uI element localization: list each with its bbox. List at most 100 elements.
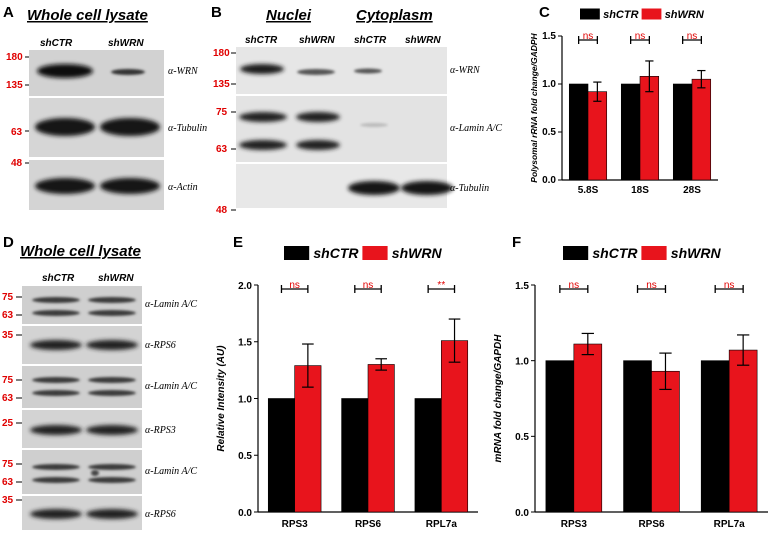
panel-label-c: C <box>539 4 550 21</box>
band-b-wrn-3 <box>354 68 382 74</box>
blot-b-lane-1: shCTR <box>245 35 278 46</box>
band-b-lamin-1b <box>239 140 287 150</box>
chart-f: shCTR shWRN 0.0 0.5 1.0 1.5 mRNA fold change/G… <box>493 245 768 530</box>
band-a-tubulin-1 <box>35 118 95 136</box>
band-b-tubulin-4 <box>401 181 453 195</box>
x-tick-label: RPS3 <box>282 519 309 530</box>
y-axis-label: Relative Intensity (AU) <box>216 345 227 452</box>
blot-a-ab-actin: α-Actin <box>168 182 198 193</box>
blot-a-ab-tubulin: α-Tubulin <box>168 123 207 134</box>
blot-b-ab-wrn: α-WRN <box>450 65 481 76</box>
bar-shWRN-RPS3 <box>573 343 603 513</box>
panel-label-e: E <box>233 234 243 251</box>
sig-label: ns <box>569 280 580 291</box>
y-tick-label: 0.0 <box>515 508 529 519</box>
legend-swatch-shWRN <box>641 246 667 260</box>
band-b-tubulin-3 <box>348 181 400 195</box>
legend-label-shWRN: shWRN <box>665 9 705 21</box>
panel-label-d: D <box>3 234 14 251</box>
bar-shWRN-5.8S <box>587 91 608 181</box>
x-tick-label: RPL7a <box>426 519 458 530</box>
bar-shCTR-18S <box>620 83 641 181</box>
blot-a-title: Whole cell lysate <box>27 7 148 24</box>
x-tick-label: 5.8S <box>578 185 599 196</box>
band-a-actin-2 <box>100 178 160 194</box>
y-axis-label: mRNA fold change/GAPDH <box>493 334 504 463</box>
y-tick-label: 1.0 <box>542 79 556 90</box>
band-b-lamin-2b <box>296 140 340 150</box>
band-a-actin-1 <box>35 178 95 194</box>
band-a-wrn-1 <box>37 64 93 78</box>
blot-d-ab-1: α-Lamin A/C <box>145 299 197 310</box>
y-tick-label: 1.5 <box>238 338 252 349</box>
blot-a-mw-135: 135 <box>6 80 23 91</box>
sig-label: ns <box>724 280 735 291</box>
chart-e: shCTR shWRN 0.0 0.5 1.0 1.5 2.0 Relative Intens… <box>216 245 478 530</box>
blot-d-mw-35b: 35 <box>2 495 14 506</box>
bar-shCTR-RPL7a <box>414 398 442 513</box>
band-b-lamin-3 <box>360 123 388 127</box>
panel-label-b: B <box>211 4 222 21</box>
bar-shCTR-5.8S <box>568 83 589 181</box>
sig-label: ns <box>646 280 657 291</box>
y-tick-label: 0.5 <box>542 127 556 138</box>
y-tick-label: 1.5 <box>542 31 556 42</box>
blot-b-mw-63: 63 <box>216 144 228 155</box>
blot-d-mw-63a: 63 <box>2 310 14 321</box>
legend-swatch-shCTR <box>580 8 600 20</box>
legend-label-shCTR: shCTR <box>313 245 359 261</box>
blot-b-title-nuclei: Nuclei <box>266 7 312 24</box>
blot-d-lane-2: shWRN <box>98 273 134 284</box>
blot-d-mw-63b: 63 <box>2 393 14 404</box>
y-tick-label: 2.0 <box>238 281 252 292</box>
bar-shWRN-RPL7a <box>728 349 758 513</box>
sig-label: ns <box>583 31 594 42</box>
panel-label-f: F <box>512 234 521 251</box>
legend-label-shCTR: shCTR <box>603 9 639 21</box>
bar-shCTR-RPS6 <box>341 398 369 513</box>
y-tick-label: 0.0 <box>542 175 556 186</box>
legend-label-shWRN: shWRN <box>671 245 722 261</box>
blot-d-membrane <box>22 286 142 530</box>
sig-label: ns <box>363 280 374 291</box>
blot-d-mw-35a: 35 <box>2 330 14 341</box>
blot-d-mw-25: 25 <box>2 418 14 429</box>
bar-shCTR-28S <box>672 83 693 181</box>
bar-shWRN-RPS6 <box>367 364 395 513</box>
blot-b-mw-48: 48 <box>216 205 228 216</box>
bar-shWRN-RPS3 <box>294 365 322 513</box>
sig-label: ns <box>635 31 646 42</box>
band-b-lamin-1a <box>239 112 287 122</box>
legend-swatch-shCTR <box>563 246 589 260</box>
blot-a-lane-2: shWRN <box>108 38 144 49</box>
blot-b-mw-180: 180 <box>213 48 230 59</box>
blot-d-lane-1: shCTR <box>42 273 75 284</box>
bar-shCTR-RPS3 <box>267 398 295 513</box>
blot-d-ab-4: α-RPS3 <box>145 425 176 436</box>
blot-d-ab-6: α-RPS6 <box>145 509 176 520</box>
blot-d-ab-2: α-RPS6 <box>145 340 176 351</box>
blot-d-mw-63c: 63 <box>2 477 14 488</box>
y-tick-label: 1.0 <box>515 357 529 368</box>
band-b-wrn-2 <box>297 69 335 75</box>
y-tick-label: 0.5 <box>515 432 529 443</box>
legend-label-shCTR: shCTR <box>592 245 638 261</box>
x-tick-label: RPS6 <box>355 519 382 530</box>
bar-shCTR-RPS3 <box>545 360 575 513</box>
legend-swatch-shWRN <box>362 246 388 260</box>
blot-a-mw-63: 63 <box>11 127 23 138</box>
x-tick-label: 28S <box>683 185 701 196</box>
bar-shCTR-RPL7a <box>700 360 730 513</box>
blot-b-ab-lamin: α-Lamin A/C <box>450 123 502 134</box>
x-tick-label: 18S <box>631 185 649 196</box>
y-tick-label: 0.0 <box>238 508 252 519</box>
y-tick-label: 1.0 <box>238 394 252 405</box>
band-a-wrn-2 <box>111 69 145 75</box>
band-b-lamin-2a <box>296 112 340 122</box>
bar-shWRN-RPL7a <box>441 340 469 513</box>
band-b-wrn-1 <box>240 64 284 74</box>
blot-d-ab-5: α-Lamin A/C <box>145 466 197 477</box>
blot-a-mw-180: 180 <box>6 52 23 63</box>
blot-d-mw-75b: 75 <box>2 375 14 386</box>
